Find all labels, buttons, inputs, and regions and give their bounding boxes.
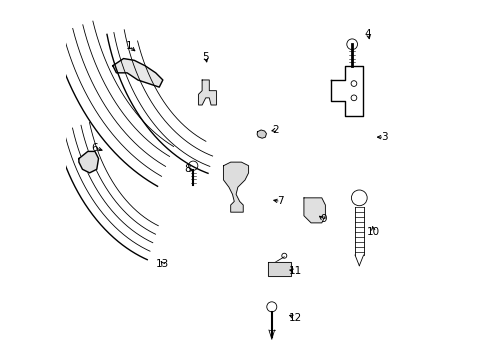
Text: 1: 1 <box>125 41 132 51</box>
Text: 7: 7 <box>277 197 284 206</box>
Polygon shape <box>79 152 98 173</box>
Text: 4: 4 <box>365 28 371 39</box>
Text: 3: 3 <box>381 132 388 142</box>
Text: 10: 10 <box>367 227 380 237</box>
Text: 13: 13 <box>156 259 170 269</box>
Polygon shape <box>198 80 217 105</box>
Polygon shape <box>223 162 248 212</box>
Polygon shape <box>113 59 163 87</box>
Polygon shape <box>304 198 325 223</box>
Text: 9: 9 <box>320 214 327 224</box>
Text: 8: 8 <box>185 164 191 174</box>
Text: 2: 2 <box>272 125 279 135</box>
Polygon shape <box>268 262 292 276</box>
Text: 11: 11 <box>289 266 302 276</box>
Polygon shape <box>257 130 267 138</box>
Text: 6: 6 <box>92 143 98 153</box>
Text: 5: 5 <box>202 52 209 62</box>
Text: 12: 12 <box>289 312 302 323</box>
